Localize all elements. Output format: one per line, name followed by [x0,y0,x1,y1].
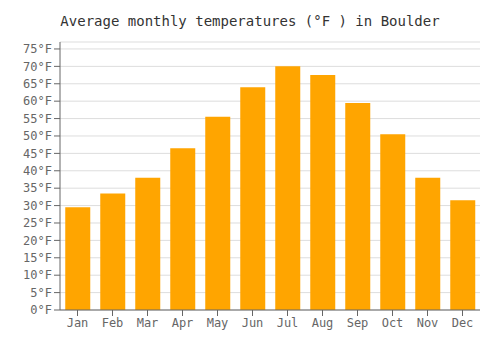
svg-text:Mar: Mar [137,316,159,330]
svg-text:0°F: 0°F [30,303,52,317]
svg-text:10°F: 10°F [23,268,52,282]
svg-text:25°F: 25°F [23,216,52,230]
svg-text:30°F: 30°F [23,199,52,213]
svg-text:15°F: 15°F [23,251,52,265]
svg-text:Apr: Apr [172,316,194,330]
svg-text:Jan: Jan [67,316,89,330]
svg-text:75°F: 75°F [23,42,52,56]
svg-text:60°F: 60°F [23,94,52,108]
svg-text:Dec: Dec [452,316,474,330]
svg-text:Oct: Oct [382,316,404,330]
svg-text:May: May [207,316,229,330]
svg-text:35°F: 35°F [23,181,52,195]
svg-text:40°F: 40°F [23,164,52,178]
svg-text:20°F: 20°F [23,234,52,248]
svg-text:Nov: Nov [417,316,439,330]
html-text:Average monthly temperatures (: Average monthly temperatures (°F ) in Bo… [60,13,440,29]
svg-text:Aug: Aug [312,316,334,330]
svg-text:70°F: 70°F [23,60,52,74]
svg-text:Jun: Jun [242,316,264,330]
svg-text:5°F: 5°F [30,286,52,300]
svg-text:45°F: 45°F [23,147,52,161]
svg-text:55°F: 55°F [23,112,52,126]
svg-text:50°F: 50°F [23,129,52,143]
svg-text:Feb: Feb [102,316,124,330]
svg-text:Sep: Sep [347,316,369,330]
svg-text:Jul: Jul [277,316,299,330]
svg-text:65°F: 65°F [23,77,52,91]
